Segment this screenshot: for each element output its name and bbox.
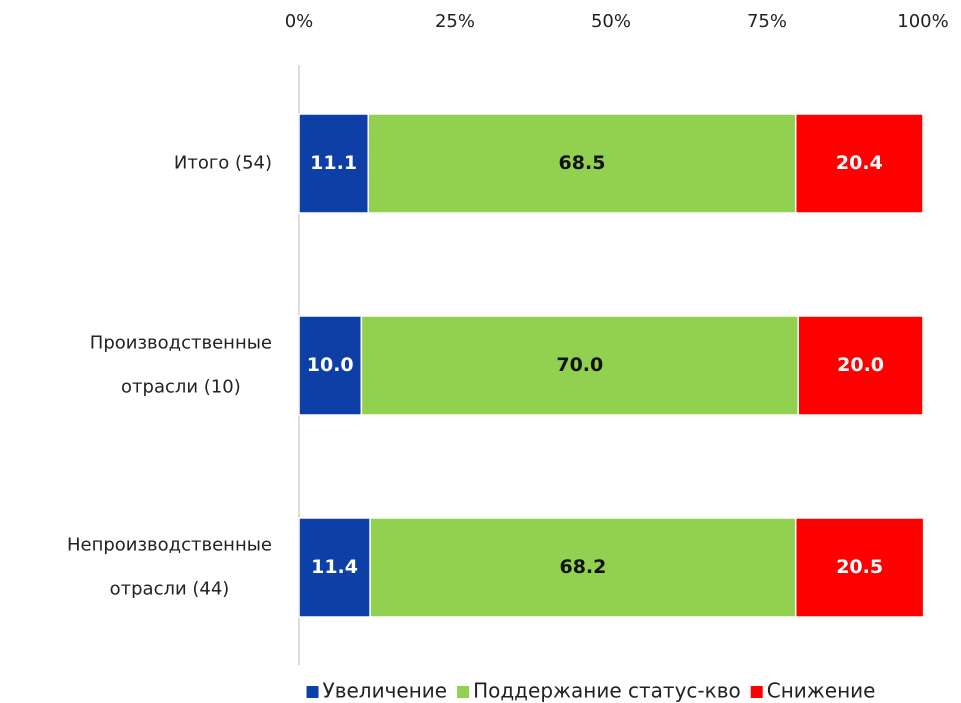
legend-label: Увеличение [323, 679, 448, 703]
x-tick-label: 0% [285, 11, 314, 32]
category-label: Производственные отрасли (10) [90, 333, 272, 398]
data-label: 68.2 [559, 556, 606, 578]
bar-segment [794, 113, 924, 214]
category-label-line: Непроизводственные [67, 535, 272, 556]
bar-segment [794, 517, 925, 618]
x-tick-label: 25% [435, 11, 475, 32]
data-label: 20.0 [837, 354, 884, 376]
data-label: 68.5 [559, 152, 606, 174]
legend-swatch [750, 686, 763, 698]
category-label-line: Производственные [90, 333, 272, 354]
x-tick-label: 75% [747, 11, 787, 32]
legend-label: Снижение [767, 679, 876, 703]
category-label: Итого (54) [174, 153, 272, 174]
x-tick-label: 50% [591, 11, 631, 32]
data-label: 11.1 [310, 152, 357, 174]
category-label-line: отрасли (44) [110, 579, 230, 600]
x-tick-label: 100% [897, 11, 948, 32]
legend-label: Поддержание статус-кво [473, 679, 741, 703]
data-label: 20.5 [836, 556, 883, 578]
legend-swatch [306, 686, 319, 698]
category-label-line: отрасли (10) [121, 377, 241, 398]
data-label: 70.0 [556, 354, 603, 376]
bar-segment [369, 517, 797, 618]
legend-swatch [457, 686, 470, 698]
data-label: 20.4 [836, 152, 883, 174]
data-label: 11.4 [311, 556, 358, 578]
bar-segment [797, 315, 924, 416]
bar-segment [367, 113, 797, 214]
category-label: Непроизводственные отрасли (44) [67, 535, 272, 600]
data-label: 10.0 [307, 354, 354, 376]
